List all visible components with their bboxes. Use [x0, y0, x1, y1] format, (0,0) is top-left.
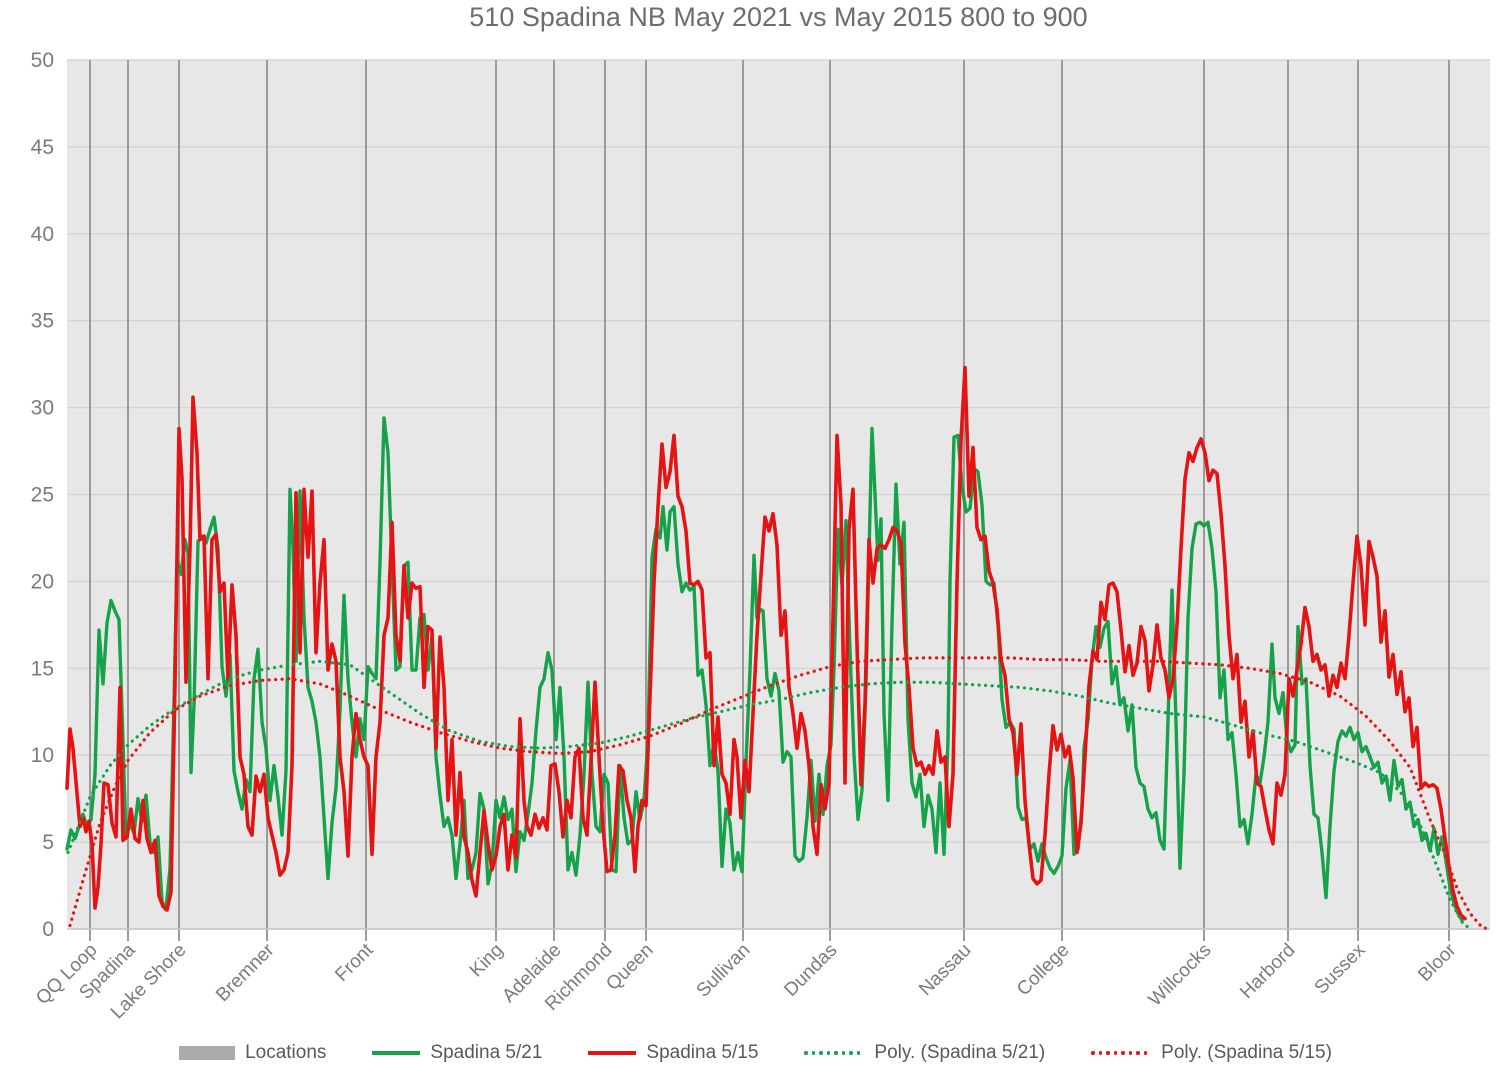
locations-swatch-icon	[179, 1046, 236, 1060]
legend-label: Locations	[245, 1042, 327, 1063]
svg-text:5: 5	[42, 831, 54, 854]
svg-text:Queen: Queen	[602, 940, 657, 995]
chart-legend: Locations Spadina 5/21 Spadina 5/15 Poly…	[0, 1042, 1511, 1064]
legend-item-spadina-515: Spadina 5/15	[588, 1042, 758, 1064]
svg-text:20: 20	[31, 570, 54, 593]
legend-item-spadina-521: Spadina 5/21	[372, 1042, 542, 1064]
svg-text:Sullivan: Sullivan	[693, 940, 755, 1002]
legend-label: Poly. (Spadina 5/21)	[874, 1042, 1046, 1063]
svg-text:45: 45	[31, 136, 54, 159]
svg-text:Bremner: Bremner	[212, 939, 279, 1006]
svg-text:Dundas: Dundas	[780, 940, 841, 1001]
svg-text:King: King	[466, 940, 508, 982]
svg-text:15: 15	[31, 657, 54, 680]
svg-text:0: 0	[42, 918, 54, 941]
svg-text:35: 35	[31, 310, 54, 333]
legend-label: Spadina 5/21	[430, 1042, 543, 1063]
chart-title: 510 Spadina NB May 2021 vs May 2015 800 …	[469, 2, 1088, 32]
red-dotted-swatch-icon	[1091, 1051, 1151, 1055]
red-line-swatch-icon	[588, 1051, 637, 1055]
y-axis-labels: 0 5 10 15 20 25 30 35 40 45 50	[31, 49, 54, 941]
green-line-swatch-icon	[372, 1051, 421, 1055]
legend-item-poly-521: Poly. (Spadina 5/21)	[804, 1042, 1045, 1064]
svg-text:50: 50	[31, 49, 54, 72]
svg-text:40: 40	[31, 223, 54, 246]
green-dotted-swatch-icon	[804, 1051, 864, 1055]
svg-text:Harbord: Harbord	[1236, 940, 1299, 1003]
svg-text:College: College	[1013, 940, 1073, 1000]
legend-label: Poly. (Spadina 5/15)	[1161, 1042, 1332, 1063]
svg-text:Willcocks: Willcocks	[1145, 940, 1216, 1011]
data-series	[65, 365, 1491, 931]
svg-text:Bloor: Bloor	[1414, 939, 1461, 986]
svg-text:30: 30	[31, 397, 54, 420]
legend-label: Spadina 5/15	[646, 1042, 759, 1063]
svg-text:10: 10	[31, 744, 54, 767]
svg-text:Front: Front	[331, 939, 378, 986]
svg-text:Sussex: Sussex	[1311, 939, 1370, 998]
svg-text:Nassau: Nassau	[915, 940, 975, 1000]
legend-item-locations: Locations	[179, 1042, 326, 1064]
legend-item-poly-515: Poly. (Spadina 5/15)	[1091, 1042, 1332, 1064]
svg-text:25: 25	[31, 484, 54, 507]
